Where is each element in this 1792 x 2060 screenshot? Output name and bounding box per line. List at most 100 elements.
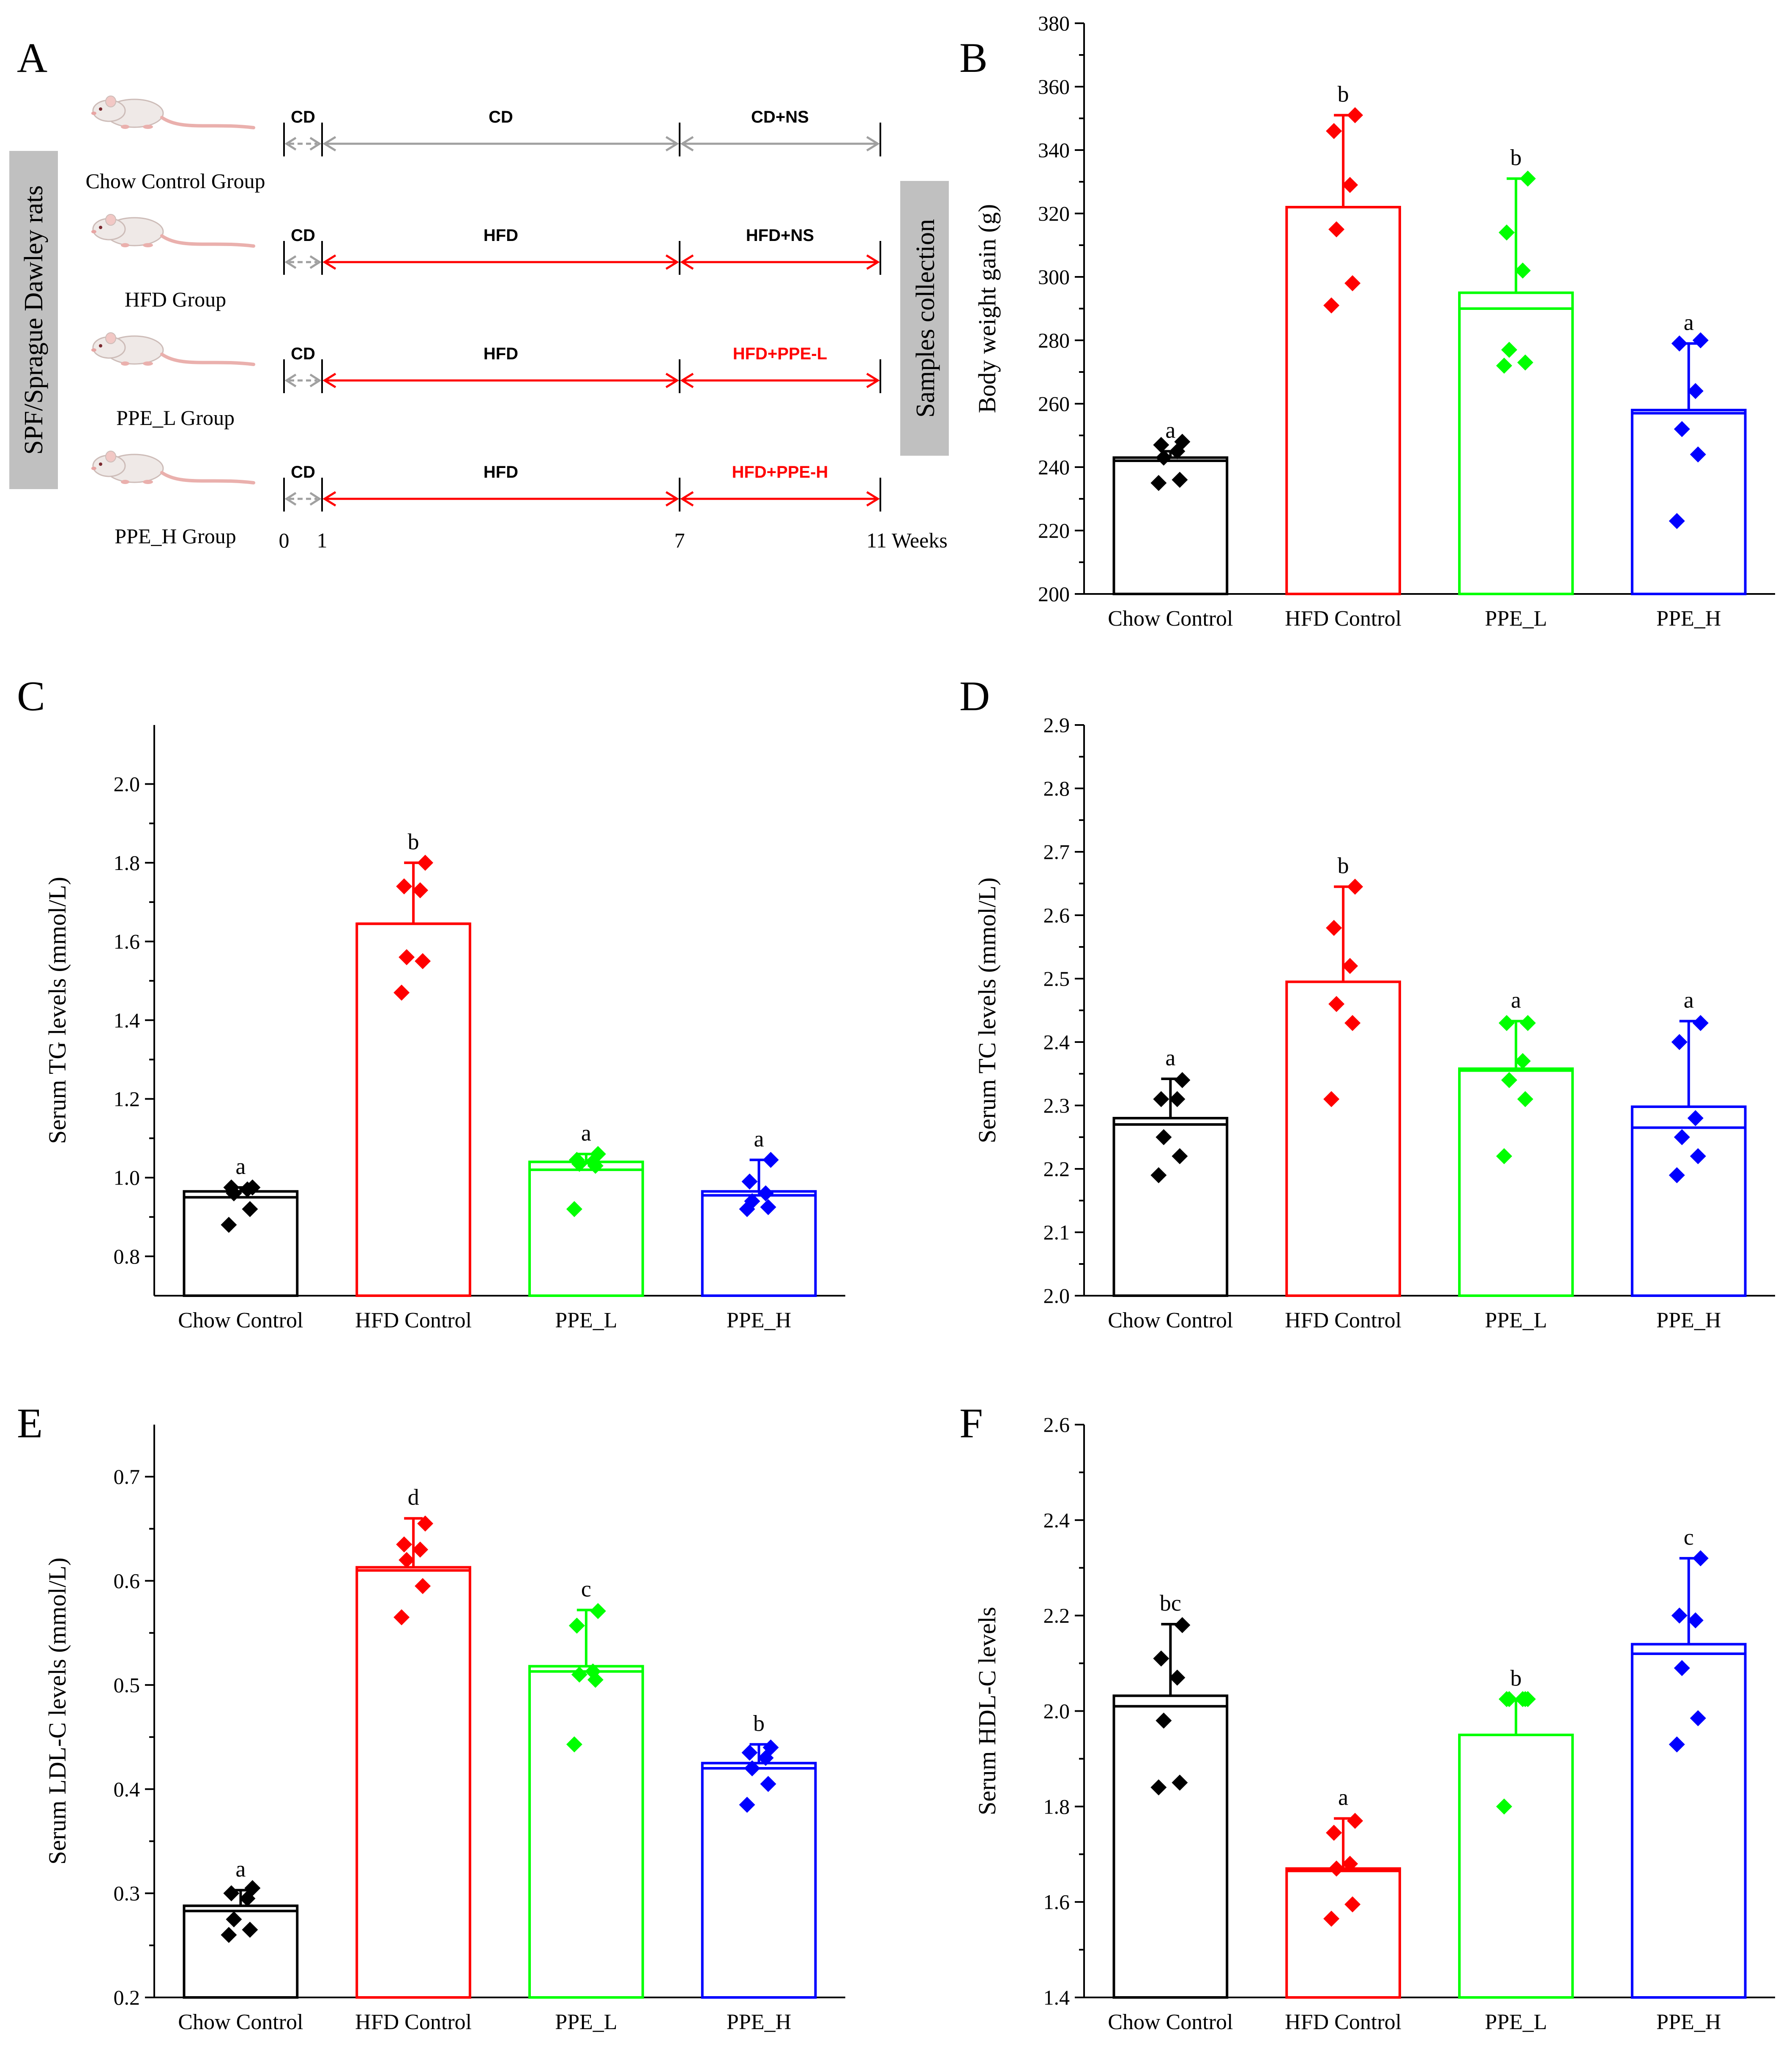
y-tick-label: 0.8 [114, 1245, 140, 1268]
data-point [1498, 1015, 1515, 1031]
data-point [1347, 1813, 1363, 1829]
data-point [244, 1880, 261, 1896]
arrowhead-left [680, 491, 694, 507]
data-point [1671, 1607, 1688, 1624]
data-point [571, 1666, 587, 1683]
arrowhead-right [866, 254, 880, 270]
y-tick-label: 2.7 [1044, 840, 1070, 864]
y-tick-label: 1.6 [114, 930, 140, 953]
data-point [415, 953, 431, 969]
data-point [393, 1609, 410, 1625]
data-point [1150, 1167, 1167, 1183]
y-tick-label: 0.7 [114, 1465, 140, 1488]
data-point [242, 1201, 258, 1217]
significance-letter: a [1338, 1785, 1348, 1810]
panel-a-label: A [17, 34, 47, 81]
segment-label: HFD [484, 463, 518, 481]
data-point [585, 1663, 601, 1680]
arrowhead-right [665, 372, 679, 388]
segment-label: CD [489, 108, 513, 126]
data-point [415, 1578, 431, 1594]
data-point [1692, 1015, 1709, 1031]
arrowhead-left [680, 372, 694, 388]
significance-letter: a [1165, 1045, 1175, 1070]
bar-group: a PPE_L [528, 1120, 644, 1332]
arrowhead-left [322, 491, 336, 507]
timeline-tick: 1 [317, 528, 328, 552]
data-point [1323, 1091, 1340, 1107]
group-row: PPE_H Group CD HFD HFD+PPE-H [91, 451, 881, 548]
x-tick-label: HFD Control [355, 2010, 472, 2034]
data-point [1150, 475, 1167, 491]
y-tick-label: 280 [1038, 328, 1070, 352]
y-tick-label: 0.4 [114, 1777, 140, 1801]
data-point [221, 1217, 237, 1233]
data-point [1687, 383, 1704, 399]
data-point [1674, 1129, 1690, 1145]
x-tick-label: PPE_H [1656, 2010, 1721, 2034]
group-row: HFD Group CD HFD HFD+NS [91, 214, 881, 311]
data-point [1687, 1612, 1704, 1628]
panel-label: F [959, 1400, 983, 1447]
bar [1631, 409, 1747, 595]
data-point [1156, 1713, 1172, 1729]
data-point [568, 1617, 585, 1634]
data-point [1344, 1015, 1361, 1031]
arrowhead-right [665, 254, 679, 270]
data-point [1153, 1091, 1169, 1107]
segment-label: HFD+PPE-H [732, 463, 828, 481]
bar-group: b HFD Control [1285, 853, 1401, 1333]
data-point [762, 1739, 779, 1756]
x-tick-label: HFD Control [1285, 2010, 1401, 2034]
bar [701, 1190, 817, 1297]
data-point [1150, 1779, 1167, 1796]
data-point [242, 1921, 258, 1938]
bar [355, 1566, 471, 1999]
bar-group: a Chow Control [1108, 418, 1233, 631]
data-point [412, 882, 429, 899]
data-point [1153, 437, 1169, 453]
significance-letter: b [753, 1710, 765, 1736]
significance-letter: a [1684, 310, 1694, 335]
data-point [744, 1760, 760, 1776]
data-point [1690, 1148, 1706, 1164]
segment-label: CD [291, 345, 315, 363]
x-tick-label: PPE_H [727, 1308, 791, 1332]
bar [1285, 206, 1401, 595]
data-point [741, 1174, 758, 1190]
arrowhead-right [866, 136, 880, 152]
data-point [1347, 878, 1363, 895]
data-point [1514, 263, 1531, 279]
y-axis-label: Serum HDL-C levels [973, 1607, 1001, 1815]
x-tick-label: PPE_L [555, 1308, 617, 1332]
y-tick-label: 320 [1038, 202, 1070, 225]
side-label: SPF/Sprague Dawley rats [19, 185, 48, 454]
data-point [760, 1199, 776, 1215]
data-point [1174, 434, 1191, 450]
x-tick-label: PPE_H [1656, 607, 1721, 631]
data-point [1517, 1091, 1533, 1107]
segment-label: HFD+NS [746, 226, 814, 245]
data-point [762, 1152, 779, 1168]
arrowhead-left [322, 372, 336, 388]
arrowhead-left [322, 254, 336, 270]
data-point [1669, 1167, 1685, 1183]
rat-icon [91, 333, 254, 366]
arrowhead-left [322, 136, 336, 152]
arrowhead-left [284, 373, 297, 388]
data-point [1690, 446, 1706, 462]
samples-box [900, 181, 949, 456]
arrowhead-left [680, 254, 694, 270]
significance-letter: b [1510, 1665, 1522, 1691]
data-point [1692, 332, 1709, 348]
chart-panel-d: D 2.0 2.1 2.2 2.3 2.4 2.5 2.6 2.7 2.8 2.9 Serum TC … [959, 673, 1775, 1332]
significance-letter: a [1165, 418, 1175, 443]
y-tick-label: 2.6 [1044, 903, 1070, 927]
bar [183, 1190, 299, 1297]
bar-group: b PPE_L [1458, 145, 1574, 631]
bar-group: a PPE_H [1631, 988, 1747, 1332]
data-point [399, 1552, 415, 1568]
data-point [244, 1179, 261, 1196]
group-row: Chow Control Group CD CD CD+NS [86, 96, 881, 193]
